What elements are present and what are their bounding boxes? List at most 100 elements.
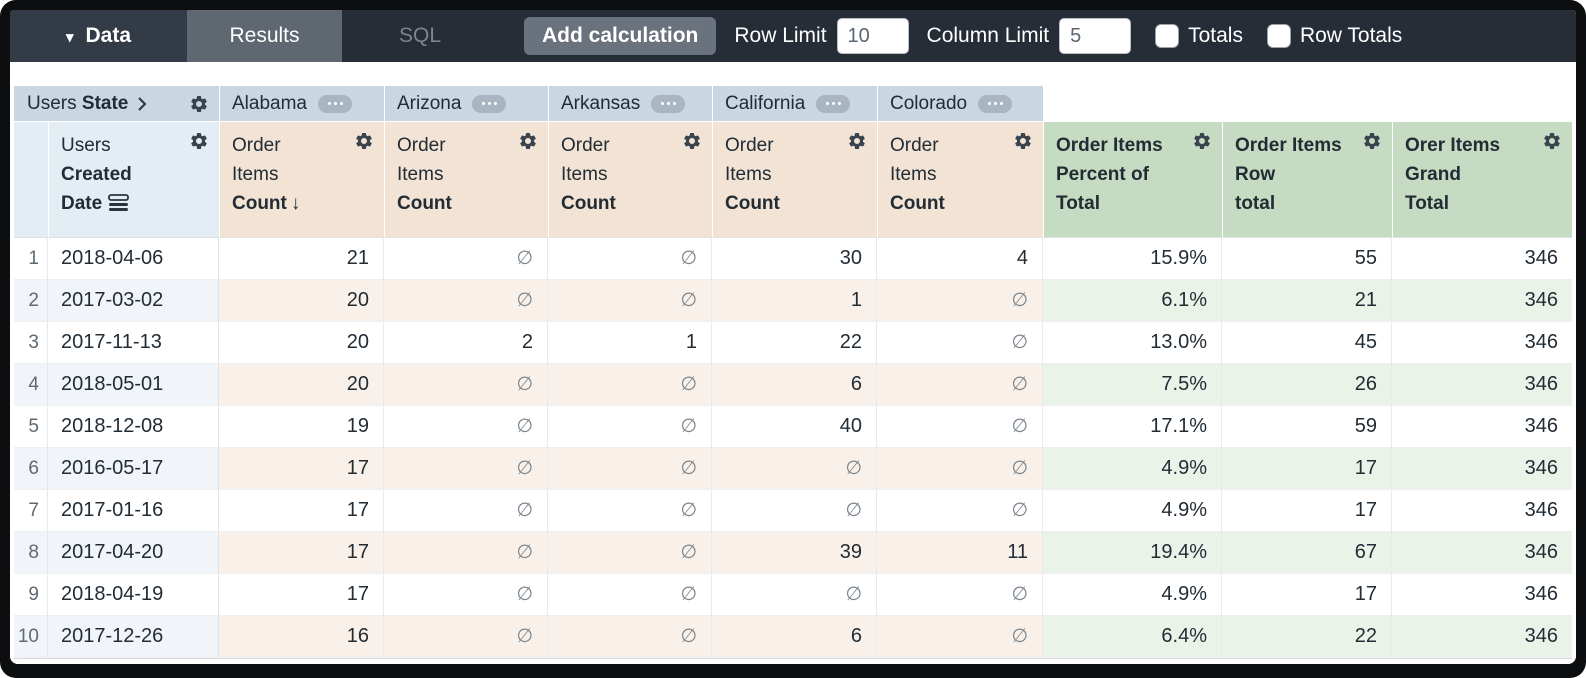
cell-grand-total[interactable]: 346 — [1392, 238, 1572, 280]
row-limit-input[interactable] — [836, 18, 909, 54]
measure-header[interactable]: Order Items Count ↓ — [219, 122, 384, 238]
calculation-header[interactable]: Order Items Percent of Total — [1043, 122, 1222, 238]
gear-icon[interactable] — [1542, 131, 1562, 151]
cell-measure-value[interactable]: 40 — [712, 406, 877, 448]
row-dimension-header[interactable]: Users Created Date — [48, 122, 219, 238]
cell-measure-value[interactable]: ∅ — [548, 616, 712, 658]
cell-measure-value[interactable]: ∅ — [548, 364, 712, 406]
cell-measure-value[interactable]: 22 — [712, 322, 877, 364]
cell-measure-value[interactable]: ∅ — [384, 238, 548, 280]
cell-measure-value[interactable]: ∅ — [384, 532, 548, 574]
cell-measure-value[interactable]: ∅ — [548, 490, 712, 532]
gear-icon[interactable] — [1013, 131, 1033, 151]
ellipsis-menu-icon[interactable] — [651, 94, 686, 113]
cell-measure-value[interactable]: 2 — [384, 322, 548, 364]
gear-icon[interactable] — [518, 131, 538, 151]
measure-header[interactable]: Order Items Count — [384, 122, 548, 238]
row-totals-checkbox[interactable] — [1266, 24, 1291, 48]
gear-icon[interactable] — [189, 94, 209, 114]
cell-grand-total[interactable]: 346 — [1392, 448, 1572, 490]
cell-measure-value[interactable]: 17 — [219, 490, 384, 532]
cell-measure-value[interactable]: ∅ — [548, 448, 712, 490]
ellipsis-menu-icon[interactable] — [816, 94, 851, 113]
cell-measure-value[interactable]: ∅ — [877, 280, 1043, 322]
cell-measure-value[interactable]: 20 — [219, 280, 384, 322]
pivot-value-header[interactable]: Arkansas — [548, 86, 712, 122]
chevron-right-icon[interactable] — [136, 95, 148, 113]
measure-header[interactable]: Order Items Count — [548, 122, 712, 238]
cell-percent-of-total[interactable]: 4.9% — [1043, 490, 1222, 532]
cell-measure-value[interactable]: ∅ — [712, 574, 877, 616]
gear-icon[interactable] — [682, 131, 702, 151]
ellipsis-menu-icon[interactable] — [318, 94, 352, 113]
cell-date[interactable]: 2017-04-20 — [48, 532, 219, 574]
cell-row-total[interactable]: 67 — [1222, 532, 1392, 574]
gear-icon[interactable] — [847, 131, 867, 151]
cell-measure-value[interactable]: ∅ — [548, 532, 712, 574]
cell-grand-total[interactable]: 346 — [1392, 406, 1572, 448]
cell-percent-of-total[interactable]: 4.9% — [1043, 448, 1222, 490]
cell-row-total[interactable]: 17 — [1222, 448, 1392, 490]
cell-date[interactable]: 2017-03-02 — [48, 280, 219, 322]
cell-measure-value[interactable]: ∅ — [384, 406, 548, 448]
cell-measure-value[interactable]: ∅ — [877, 448, 1043, 490]
cell-measure-value[interactable]: ∅ — [877, 364, 1043, 406]
cell-row-total[interactable]: 17 — [1222, 574, 1392, 616]
cell-row-total[interactable]: 22 — [1222, 616, 1392, 658]
cell-measure-value[interactable]: ∅ — [877, 574, 1043, 616]
pivot-dimension-header[interactable]: Users State — [14, 86, 219, 122]
cell-date[interactable]: 2017-11-13 — [48, 322, 219, 364]
cell-measure-value[interactable]: 30 — [712, 238, 877, 280]
cell-grand-total[interactable]: 346 — [1392, 322, 1572, 364]
add-calculation-button[interactable]: Add calculation — [524, 17, 717, 55]
calculation-header[interactable]: Orer Items Grand Total — [1392, 122, 1572, 238]
cell-percent-of-total[interactable]: 13.0% — [1043, 322, 1222, 364]
tab-results[interactable]: Results — [187, 10, 342, 62]
pivot-value-header[interactable]: California — [712, 86, 877, 122]
cell-date[interactable]: 2018-04-06 — [48, 238, 219, 280]
cell-measure-value[interactable]: ∅ — [877, 322, 1043, 364]
cell-measure-value[interactable]: 17 — [219, 574, 384, 616]
gear-icon[interactable] — [189, 131, 209, 151]
cell-measure-value[interactable]: ∅ — [877, 406, 1043, 448]
cell-measure-value[interactable]: ∅ — [548, 238, 712, 280]
cell-measure-value[interactable]: ∅ — [548, 280, 712, 322]
cell-percent-of-total[interactable]: 6.4% — [1043, 616, 1222, 658]
cell-percent-of-total[interactable]: 6.1% — [1043, 280, 1222, 322]
cell-measure-value[interactable]: ∅ — [384, 280, 548, 322]
cell-row-total[interactable]: 26 — [1222, 364, 1392, 406]
calculation-header[interactable]: Order Items Row total — [1222, 122, 1392, 238]
totals-checkbox[interactable] — [1155, 24, 1180, 48]
cell-measure-value[interactable]: ∅ — [712, 490, 877, 532]
gear-icon[interactable] — [1192, 131, 1212, 151]
tab-sql[interactable]: SQL — [342, 10, 498, 62]
cell-measure-value[interactable]: 6 — [712, 364, 877, 406]
cell-measure-value[interactable]: 1 — [548, 322, 712, 364]
pivot-value-header[interactable]: Alabama — [219, 86, 384, 122]
cell-measure-value[interactable]: 17 — [219, 532, 384, 574]
cell-grand-total[interactable]: 346 — [1392, 532, 1572, 574]
cell-measure-value[interactable]: 20 — [219, 364, 384, 406]
cell-measure-value[interactable]: 11 — [877, 532, 1043, 574]
cell-measure-value[interactable]: ∅ — [384, 616, 548, 658]
cell-grand-total[interactable]: 346 — [1392, 616, 1572, 658]
cell-grand-total[interactable]: 346 — [1392, 574, 1572, 616]
cell-date[interactable]: 2018-04-19 — [48, 574, 219, 616]
cell-date[interactable]: 2018-12-08 — [48, 406, 219, 448]
cell-measure-value[interactable]: ∅ — [384, 574, 548, 616]
cell-measure-value[interactable]: ∅ — [877, 490, 1043, 532]
cell-date[interactable]: 2016-05-17 — [48, 448, 219, 490]
cell-measure-value[interactable]: 19 — [219, 406, 384, 448]
cell-measure-value[interactable]: ∅ — [384, 490, 548, 532]
sort-descending-icon[interactable]: ↓ — [290, 193, 301, 214]
cell-grand-total[interactable]: 346 — [1392, 280, 1572, 322]
cell-measure-value[interactable]: 6 — [712, 616, 877, 658]
cell-measure-value[interactable]: ∅ — [548, 574, 712, 616]
measure-header[interactable]: Order Items Count — [712, 122, 877, 238]
cell-measure-value[interactable]: ∅ — [384, 364, 548, 406]
cell-measure-value[interactable]: 17 — [219, 448, 384, 490]
pivot-value-header[interactable]: Colorado — [877, 86, 1043, 122]
cell-measure-value[interactable]: 4 — [877, 238, 1043, 280]
cell-row-total[interactable]: 45 — [1222, 322, 1392, 364]
cell-measure-value[interactable]: 16 — [219, 616, 384, 658]
